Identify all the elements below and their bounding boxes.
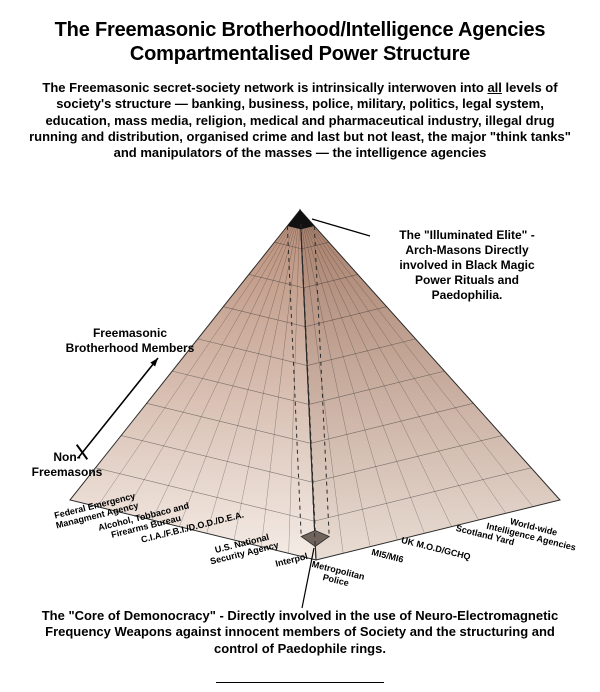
label-core-demonocracy: The "Core of Demonocracy" - Directly inv… <box>0 608 600 657</box>
diagram-page: { "type": "infographic", "canvas": { "wi… <box>0 0 600 692</box>
label-illuminated-elite: The "Illuminated Elite" - Arch-Masons Di… <box>372 228 562 303</box>
label-non-freemasons: Non- Freemasons <box>22 450 112 480</box>
label-brotherhood-members: Freemasonic Brotherhood Members <box>50 326 210 356</box>
footer-rule <box>216 682 384 683</box>
